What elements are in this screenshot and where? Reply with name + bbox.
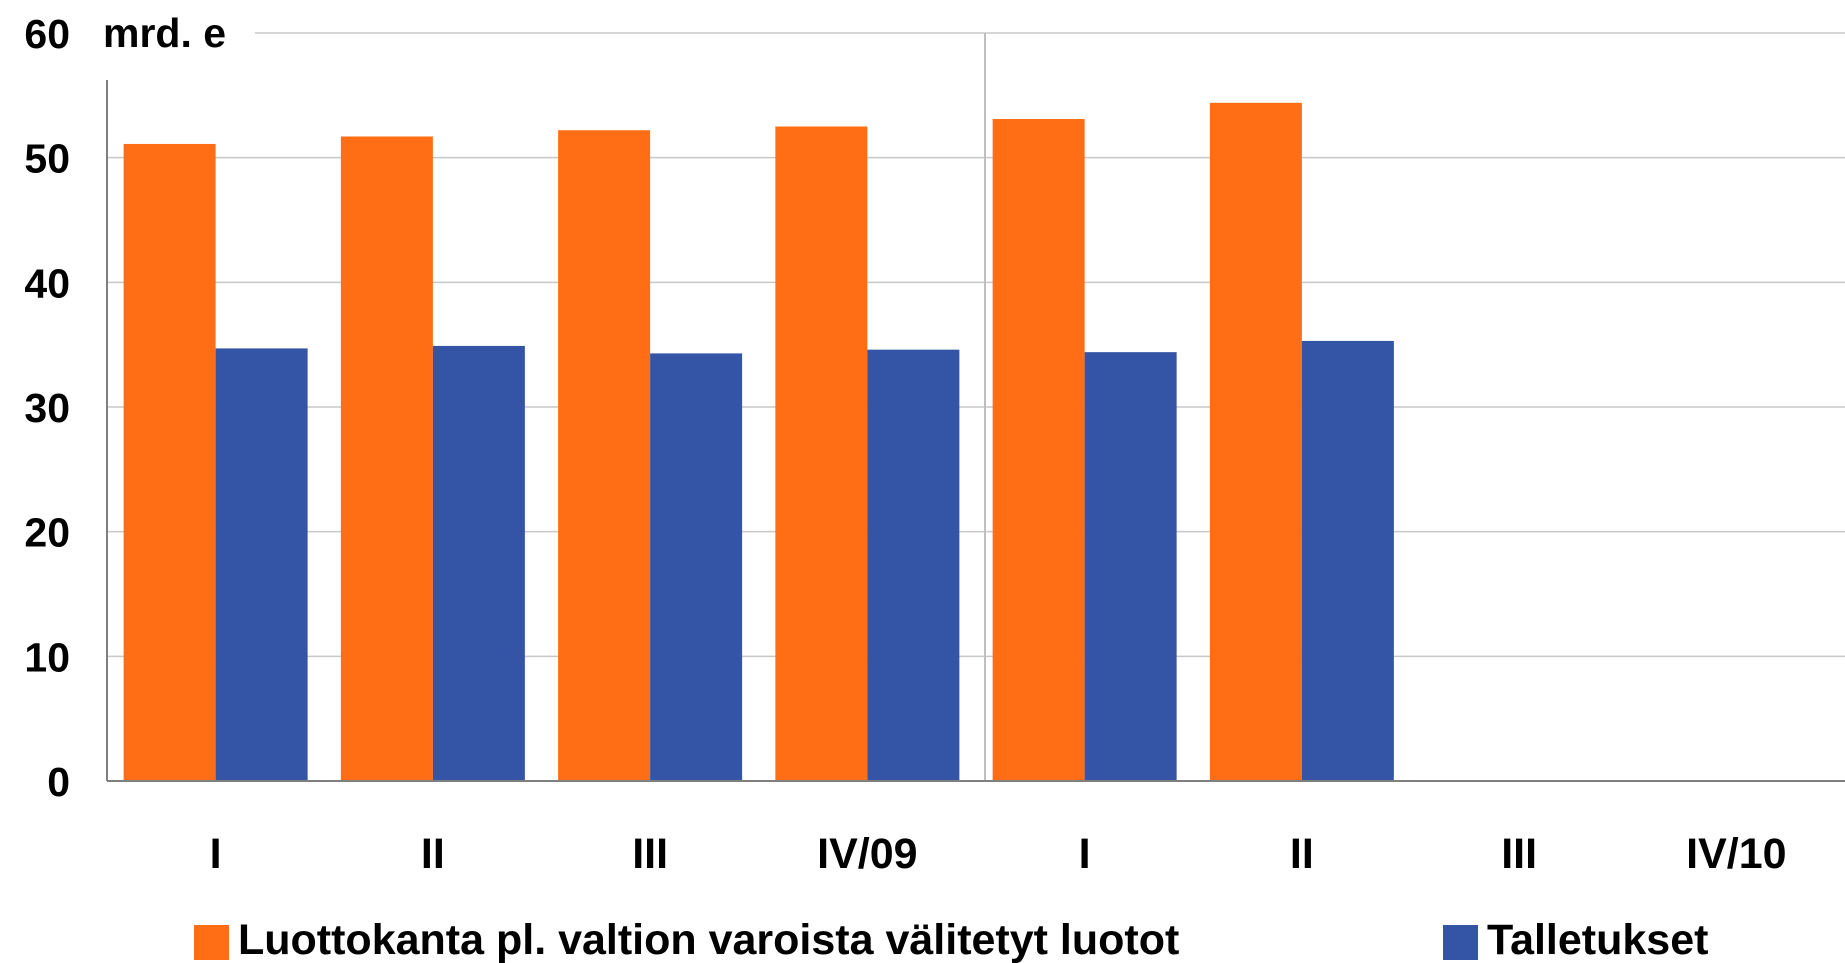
bar-loans [1209,102,1302,781]
legend-label-loans: Luottokanta pl. valtion varoista välitet… [238,916,1179,963]
bars [123,102,1394,782]
x-tick-label: II [421,830,445,878]
bar-deposits [432,345,525,781]
x-tick-label: IV/10 [1686,830,1786,878]
y-tick-labels: 0 10 20 30 40 50 60 [24,11,70,805]
bar-deposits [867,349,960,781]
x-tick-label: III [1501,830,1537,878]
bar-deposits [1301,340,1394,781]
bar-loans [992,119,1085,781]
legend-swatch-loans [194,925,229,960]
bar-deposits [650,353,743,781]
x-tick-label: I [210,830,222,878]
x-tick-labels: I II III IV/09 I II III IV/10 [210,830,1787,878]
y-tick-label: 50 [24,136,70,182]
bar-loans [123,143,216,781]
bar-deposits [1084,352,1177,781]
bar-loans [340,136,433,781]
x-tick-label: I [1079,830,1091,878]
legend-swatch-deposits [1443,925,1478,960]
y-tick-label: 30 [24,385,70,431]
y-tick-label: 10 [24,634,70,680]
y-unit-label: mrd. e [103,10,226,56]
bar-loans [775,126,868,781]
x-tick-label: III [632,830,668,878]
bar-deposits [215,348,308,781]
y-tick-label: 60 [24,11,70,57]
legend: Luottokanta pl. valtion varoista välitet… [194,916,1708,963]
x-tick-label: II [1290,830,1314,878]
legend-label-deposits: Talletukset [1487,916,1708,963]
y-tick-label: 20 [24,510,70,556]
x-tick-label: IV/09 [817,830,917,878]
y-tick-label: 40 [24,260,70,306]
bar-loans [558,130,651,782]
y-tick-label: 0 [47,759,70,805]
